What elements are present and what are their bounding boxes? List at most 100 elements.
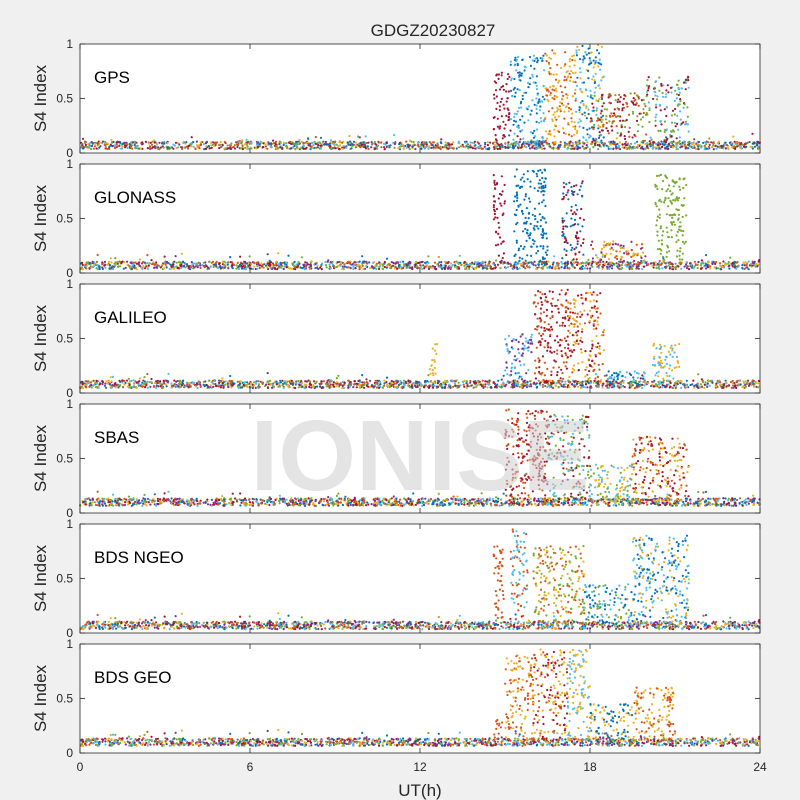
data-point <box>402 382 405 385</box>
data-point <box>455 147 458 150</box>
burst-point <box>517 71 520 74</box>
data-point <box>592 146 595 149</box>
data-point <box>169 146 172 149</box>
data-point <box>697 145 700 148</box>
burst-point <box>648 107 651 110</box>
burst-point <box>515 191 518 194</box>
data-point <box>753 141 756 144</box>
data-point <box>210 261 213 264</box>
data-point <box>624 264 627 267</box>
burst-point <box>680 122 683 125</box>
burst-point <box>527 234 530 237</box>
data-point <box>715 147 718 150</box>
burst-point <box>670 121 674 124</box>
burst-point <box>669 86 673 89</box>
data-point <box>361 264 364 267</box>
data-point <box>581 384 584 387</box>
burst-point <box>593 79 596 82</box>
burst-point <box>605 127 608 130</box>
burst-point <box>616 257 619 261</box>
burst-point <box>588 62 592 65</box>
data-point <box>365 141 368 145</box>
data-point <box>439 148 442 151</box>
burst-point <box>568 133 571 136</box>
data-point <box>269 144 272 147</box>
data-point <box>726 144 729 147</box>
burst-point <box>640 243 644 246</box>
burst-point <box>584 114 587 117</box>
burst-point <box>548 56 551 60</box>
burst-point <box>497 221 500 224</box>
burst-point <box>678 91 681 94</box>
burst-point <box>575 84 579 87</box>
burst-point <box>514 195 517 198</box>
data-point <box>255 261 259 265</box>
data-point <box>456 267 459 270</box>
burst-point <box>642 259 645 262</box>
data-point <box>463 264 466 267</box>
burst-point <box>548 72 551 75</box>
data-point <box>324 264 328 267</box>
burst-point <box>643 102 646 105</box>
burst-point <box>559 101 562 104</box>
burst-point <box>499 125 502 128</box>
burst-point <box>540 233 543 236</box>
data-point <box>207 145 210 148</box>
data-point <box>564 265 567 268</box>
data-point <box>693 386 696 389</box>
data-point <box>243 260 247 263</box>
data-point <box>174 255 177 258</box>
data-point <box>504 145 507 148</box>
data-point <box>378 267 381 271</box>
burst-point <box>563 79 566 82</box>
data-point <box>282 267 285 270</box>
burst-point <box>563 117 566 120</box>
burst-point <box>571 192 574 195</box>
data-point <box>310 145 313 148</box>
data-point <box>212 144 216 147</box>
data-point <box>367 141 370 144</box>
burst-point <box>666 231 669 234</box>
data-point <box>111 375 115 378</box>
burst-point <box>575 258 578 261</box>
data-point <box>602 144 605 147</box>
burst-point <box>516 64 519 67</box>
burst-point <box>626 263 629 266</box>
data-point <box>141 262 144 265</box>
burst-point <box>607 263 610 266</box>
data-point <box>177 146 180 149</box>
burst-point <box>568 181 571 184</box>
data-point <box>392 264 395 267</box>
data-point <box>721 265 724 269</box>
data-point <box>746 141 749 144</box>
burst-point <box>574 59 577 62</box>
data-point <box>238 140 241 143</box>
data-point <box>329 261 332 264</box>
burst-point <box>607 257 611 261</box>
data-point <box>751 132 754 135</box>
data-point <box>361 261 364 264</box>
burst-point <box>655 174 659 177</box>
burst-point <box>603 142 606 145</box>
burst-point <box>647 89 650 92</box>
burst-point <box>518 259 521 262</box>
data-point <box>240 264 243 268</box>
burst-point <box>544 139 548 142</box>
data-point <box>81 145 85 148</box>
burst-point <box>519 203 522 206</box>
burst-point <box>542 54 545 57</box>
data-point <box>580 266 583 269</box>
burst-point <box>614 94 617 97</box>
data-point <box>697 140 701 144</box>
data-point <box>551 266 554 269</box>
data-point <box>108 263 111 267</box>
data-point <box>180 252 183 255</box>
burst-point <box>570 120 574 123</box>
burst-point <box>514 91 517 94</box>
data-point <box>716 381 720 384</box>
burst-point <box>596 117 600 120</box>
burst-point <box>637 123 640 126</box>
burst-point <box>528 200 532 203</box>
burst-point <box>582 241 585 245</box>
burst-point <box>572 80 575 83</box>
